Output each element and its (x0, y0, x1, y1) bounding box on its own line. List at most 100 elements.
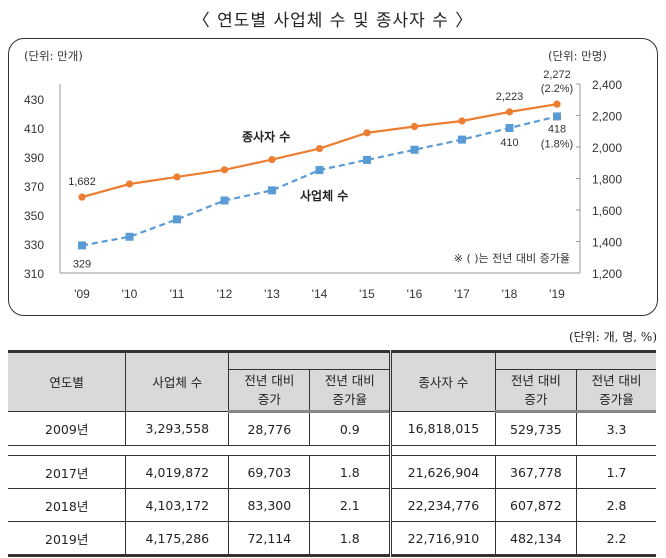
x-tick-label: '09 (74, 287, 90, 301)
table-cell: 2.8 (576, 488, 656, 522)
table-cell: 1.8 (309, 455, 392, 489)
left-tick-label: 310 (24, 267, 44, 281)
table-cell: 22,234,776 (389, 488, 496, 522)
header-workers-rate: 전년 대비 증가율 (576, 369, 656, 413)
workers-point (173, 173, 181, 181)
table-cell: 1.8 (309, 521, 392, 557)
table-row: 2018년 4,103,172 83,300 2.1 22,234,776 607,872… (8, 488, 656, 522)
table-cell: 2009년 (8, 411, 127, 446)
business-point (78, 241, 86, 250)
annotation-note: ※ ( )는 전년 대비 증가율 (454, 252, 570, 265)
table-cell: 529,735 (494, 411, 578, 446)
left-tick-label: 410 (24, 122, 44, 136)
header-workers: 종사자 수 (389, 350, 496, 412)
data-label: 418 (548, 123, 566, 135)
x-tick-label: '16 (407, 287, 423, 301)
table-cell: 1.7 (576, 455, 656, 489)
right-axis-unit: (단위: 만명) (548, 49, 607, 63)
right-tick-label: 1,800 (592, 173, 622, 187)
table-row: 2009년 3,293,558 28,776 0.9 16,818,015 529,735… (8, 411, 656, 446)
x-tick-label: '18 (502, 287, 518, 301)
business-point (268, 186, 276, 195)
x-tick-label: '11 (170, 287, 185, 301)
table-cell: 0.9 (309, 411, 392, 446)
series-label-workers: 종사자 수 (242, 129, 290, 144)
table-cell: 83,300 (228, 488, 311, 522)
workers-point (268, 156, 276, 164)
left-axis-unit: (단위: 만개) (24, 49, 83, 63)
table-cell: 2017년 (8, 455, 127, 489)
data-label: 329 (73, 258, 91, 270)
x-tick-label: '12 (217, 287, 233, 301)
table-cell: 4,019,872 (125, 455, 230, 489)
line-chart: 430 410 390 370 350 330 310 2,400 2,200 2,000 1,80… (24, 49, 622, 301)
x-tick-label: '17 (454, 287, 470, 301)
table-cell: 28,776 (228, 411, 311, 446)
right-tick-label: 1,200 (592, 267, 622, 281)
chart-title: 〈 연도별 사업체 수 및 종사자 수 〉 (192, 11, 474, 31)
workers-point (78, 193, 86, 201)
table-row: 2017년 4,019,872 69,703 1.8 21,626,904 367,778… (8, 455, 656, 489)
business-point (125, 232, 134, 241)
table-cell: 2019년 (8, 521, 127, 557)
workers-point (458, 117, 466, 125)
data-label: 2,223 (496, 91, 524, 103)
x-tick-label: '14 (312, 287, 328, 301)
workers-point (125, 180, 134, 188)
data-label: (1.8%) (541, 138, 573, 150)
data-label: 1,682 (68, 176, 96, 188)
chart-frame (8, 38, 658, 316)
table-unit: (단위: 개, 명, %) (568, 330, 657, 344)
header-year: 연도별 (8, 350, 127, 412)
x-tick-label: '13 (264, 287, 280, 301)
row-gap (8, 445, 656, 456)
business-point (173, 215, 181, 224)
business-point (458, 135, 466, 144)
data-label: 410 (500, 137, 518, 149)
table-cell: 482,134 (494, 521, 578, 557)
right-tick-label: 2,000 (592, 141, 622, 155)
header-business: 사업체 수 (125, 350, 230, 412)
table-cell: 21,626,904 (389, 455, 496, 489)
right-tick-label: 1,400 (592, 236, 622, 250)
data-table: 연도별 사업체 수 종사자 수 전년 대비 증가 전년 대비 증가율 전년 대비 증가… (8, 350, 656, 557)
workers-point (315, 144, 324, 153)
table-cell: 2018년 (8, 488, 127, 522)
data-label: 2,272 (543, 69, 571, 81)
workers-point (363, 129, 371, 137)
table-cell: 3,293,558 (125, 411, 230, 446)
business-point (315, 166, 324, 175)
business-point (363, 155, 371, 164)
x-tick-label: '15 (359, 287, 375, 301)
x-tick-label: '10 (122, 287, 138, 301)
header-workers-increase: 전년 대비 증가 (494, 369, 578, 413)
workers-point (220, 166, 229, 174)
business-point (505, 124, 514, 132)
left-tick-label: 350 (24, 209, 44, 223)
business-point (410, 145, 419, 154)
table-cell: 4,175,286 (125, 521, 230, 557)
right-tick-label: 2,200 (592, 110, 622, 124)
left-tick-label: 370 (24, 180, 44, 194)
table-cell: 3.3 (576, 411, 656, 446)
business-point (553, 112, 561, 121)
business-point (220, 196, 229, 205)
x-tick-label: '19 (549, 287, 565, 301)
table-cell: 69,703 (228, 455, 311, 489)
workers-point (553, 100, 561, 108)
table-cell: 72,114 (228, 521, 311, 557)
workers-point (505, 108, 514, 116)
workers-point (410, 122, 419, 131)
left-tick-label: 330 (24, 238, 44, 252)
table-row: 2019년 4,175,286 72,114 1.8 22,716,910 482,134… (8, 521, 656, 557)
header-business-increase: 전년 대비 증가 (228, 369, 311, 413)
header-business-rate: 전년 대비 증가율 (309, 369, 392, 413)
series-label-business: 사업체 수 (300, 188, 348, 203)
right-tick-label: 1,600 (592, 204, 622, 218)
table-cell: 16,818,015 (389, 411, 496, 446)
table-cell: 2.1 (309, 488, 392, 522)
left-tick-label: 430 (24, 93, 44, 107)
table-cell: 4,103,172 (125, 488, 230, 522)
table-cell: 2.2 (576, 521, 656, 557)
table-cell: 22,716,910 (389, 521, 496, 557)
